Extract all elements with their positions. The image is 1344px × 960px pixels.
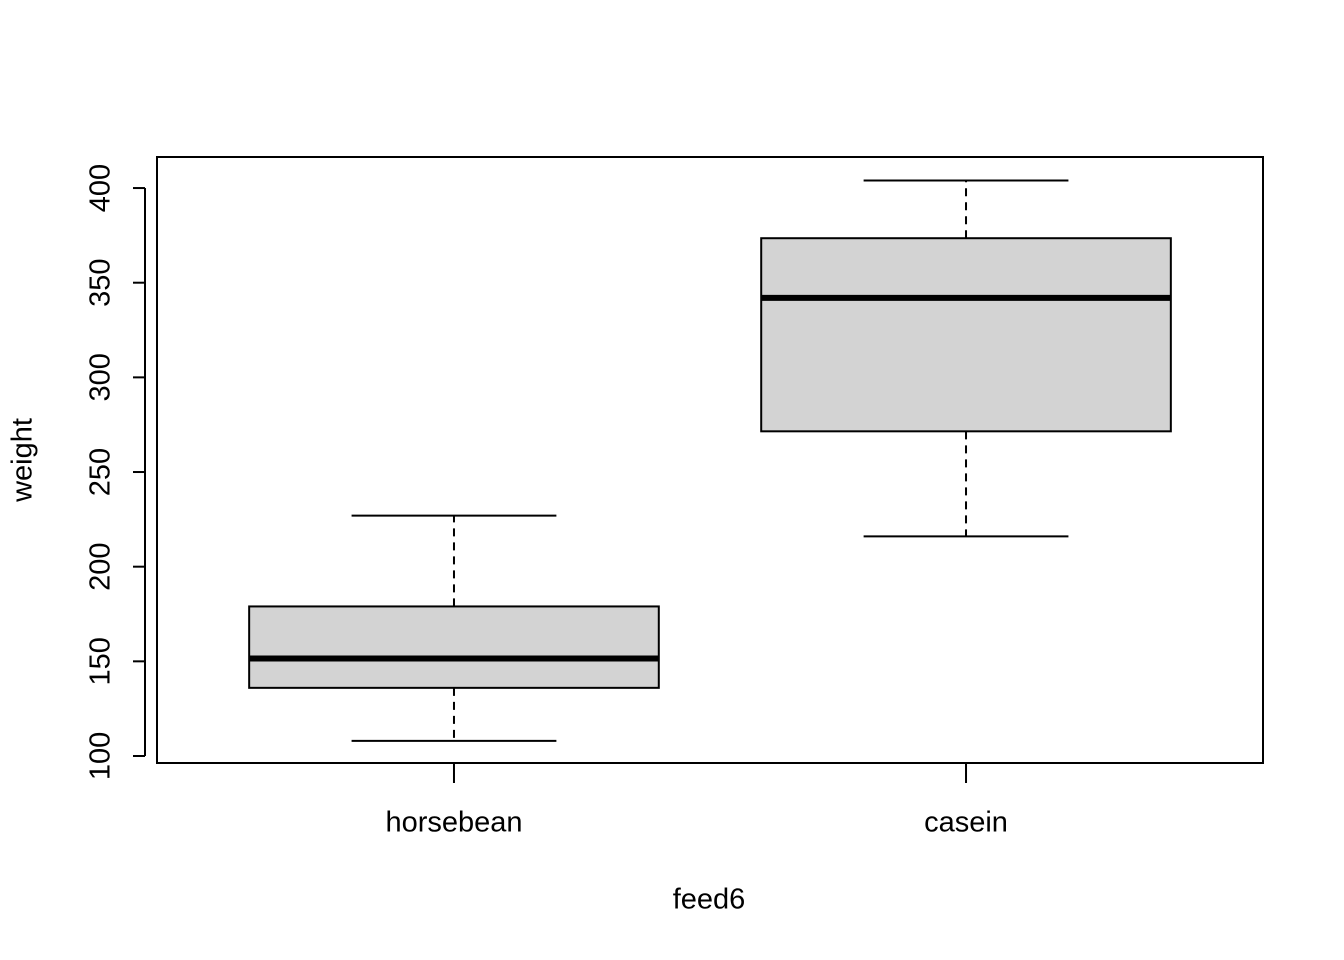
x-axis-title: feed6	[673, 884, 746, 916]
y-tick-label: 100	[85, 732, 117, 780]
box	[760, 237, 1172, 433]
y-tick-label: 400	[85, 164, 117, 212]
y-axis-title: weight	[7, 418, 39, 503]
y-tick-label: 350	[85, 259, 117, 307]
y-tick-label: 150	[85, 637, 117, 685]
x-tick-label: horsebean	[385, 807, 522, 839]
box	[248, 605, 660, 689]
y-tick-label: 200	[85, 542, 117, 590]
x-tick-label: casein	[924, 807, 1008, 839]
y-tick-label: 250	[85, 448, 117, 496]
y-tick-label: 300	[85, 353, 117, 401]
plot-frame	[156, 156, 1264, 764]
